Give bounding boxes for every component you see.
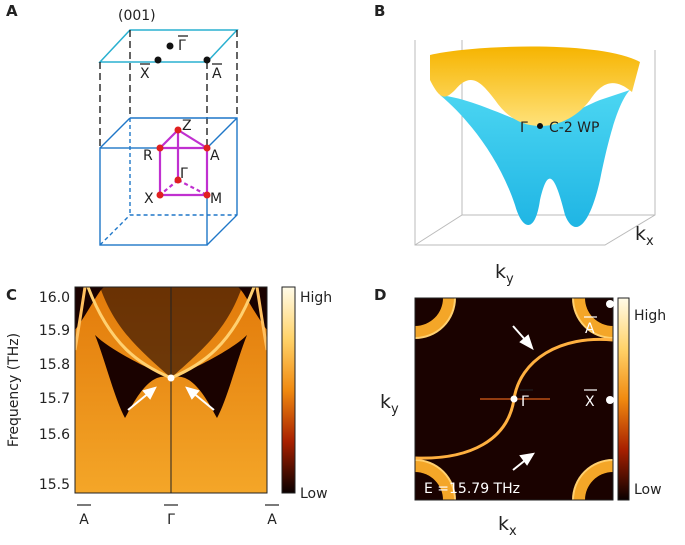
y-tick-label: 15.7 — [39, 391, 70, 407]
corner-point — [606, 300, 614, 308]
weyl-point — [510, 395, 518, 403]
colorbar-label: High — [634, 308, 666, 324]
colorbar — [281, 286, 296, 494]
panel-label: A — [6, 2, 18, 20]
colorbar-label: Low — [634, 482, 662, 498]
lower-band — [440, 90, 630, 228]
point-label: X — [585, 394, 595, 410]
x-tick-label: A — [79, 512, 89, 528]
point-label: A — [212, 66, 222, 82]
panel-label: B — [374, 2, 385, 20]
point-label: Γ — [178, 38, 186, 54]
panel-a: A (001) Γ X A Z R A Γ X M — [6, 2, 239, 246]
colorbar — [617, 297, 630, 501]
arrows — [512, 325, 535, 471]
point-label: Γ — [520, 120, 528, 136]
point-label: Z — [182, 118, 192, 134]
arrows — [127, 386, 215, 411]
point-label: X — [144, 191, 154, 207]
point-label: M — [210, 191, 222, 207]
y-tick-label: 15.9 — [39, 323, 70, 339]
y-axis-label: Frequency (THz) — [6, 333, 22, 447]
edge-point — [606, 396, 614, 404]
surface-points — [154, 42, 211, 64]
panel-b: B Γ C-2 WP ky kx — [374, 2, 656, 287]
colorbar-label: High — [300, 290, 332, 306]
overlines — [584, 316, 597, 391]
y-tick-label: 15.5 — [39, 477, 70, 493]
projection-lines — [99, 30, 238, 148]
upper-band — [430, 46, 640, 126]
point-label: A — [585, 321, 595, 337]
y-ticks: 16.0 15.9 15.8 15.7 15.6 15.5 — [39, 290, 70, 493]
weyl-point — [167, 374, 175, 382]
panel-d: D A X Γ E =15.79 THz High Low ky kx — [374, 286, 666, 539]
y-tick-label: 15.6 — [39, 427, 70, 443]
y-tick-label: 16.0 — [39, 290, 70, 306]
point-label: Γ — [180, 166, 188, 182]
panel-label: D — [374, 286, 386, 304]
plot-frame — [74, 286, 268, 494]
point-label: C-2 WP — [549, 120, 599, 136]
axis-label: kx — [635, 223, 654, 249]
point-label: X — [140, 66, 150, 82]
point-label: Γ — [521, 394, 529, 410]
panel-c: C High Low Frequency (THz) 16.0 15.9 15.… — [6, 286, 332, 528]
colorbar-label: Low — [300, 486, 328, 502]
overlines — [140, 35, 222, 65]
axis-label: ky — [495, 261, 514, 287]
bulk-bz — [99, 117, 238, 246]
x-tick-label: Γ — [167, 512, 175, 528]
point-label: R — [143, 148, 153, 164]
surface-label: (001) — [118, 8, 156, 24]
x-tick-label: A — [267, 512, 277, 528]
axis-label: kx — [498, 513, 517, 539]
energy-label: E =15.79 THz — [424, 481, 520, 497]
irreducible-bz — [158, 128, 211, 197]
point-label: A — [210, 148, 220, 164]
y-tick-label: 15.8 — [39, 357, 70, 373]
panel-label: C — [6, 286, 17, 304]
high-symmetry-points — [156, 126, 211, 199]
axis-label: ky — [380, 391, 399, 417]
weyl-point — [537, 123, 543, 129]
